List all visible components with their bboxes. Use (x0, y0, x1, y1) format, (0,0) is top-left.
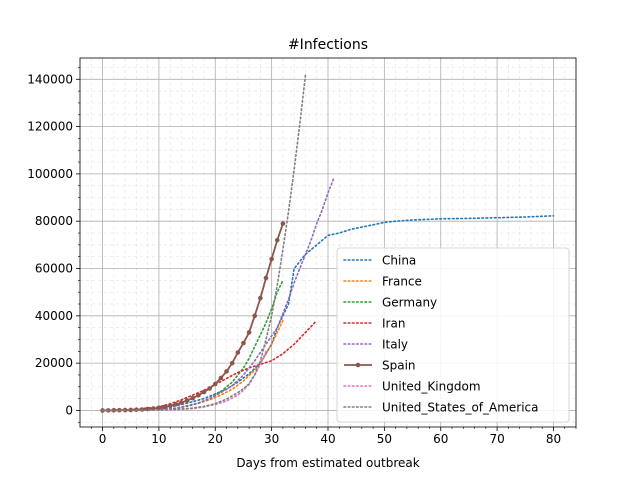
legend-label-united-states-of-america: United_States_of_America (382, 401, 539, 415)
y-tick-label: 0 (65, 403, 73, 417)
y-tick-label: 80000 (35, 214, 73, 228)
x-axis-label: Days from estimated outbreak (236, 456, 419, 470)
series-line-italy (101, 177, 335, 412)
series-point-spain (207, 386, 212, 391)
x-tick-label: 50 (377, 432, 392, 446)
series-point-spain (179, 400, 184, 405)
legend-label-spain: Spain (382, 359, 416, 373)
series-point-spain (280, 221, 286, 226)
y-tick-label: 40000 (35, 309, 73, 323)
series-point-spain (156, 405, 162, 411)
legend-marker-spain (355, 362, 361, 368)
legend-label-france: France (382, 275, 422, 289)
series-point-spain (263, 275, 269, 281)
series-point-spain (269, 256, 274, 262)
x-tick-label: 30 (264, 432, 279, 446)
y-tick-label: 100000 (27, 167, 73, 181)
series-point-spain (167, 403, 173, 409)
legend-label-germany: Germany (382, 296, 437, 310)
series-line-iran (101, 319, 318, 412)
series-point-spain (235, 350, 241, 355)
series-point-spain (218, 375, 224, 381)
series-point-spain (190, 395, 196, 401)
series-point-spain (252, 313, 258, 319)
x-tick-label: 70 (489, 432, 504, 446)
series-point-spain (246, 330, 252, 335)
x-tick-label: 60 (433, 432, 448, 446)
legend-label-iran: Iran (382, 317, 405, 331)
x-tick-label: 40 (320, 432, 335, 446)
legend-label-china: China (382, 254, 416, 268)
y-tick-label: 60000 (35, 262, 73, 276)
legend-label-italy: Italy (382, 338, 408, 352)
series-point-spain (212, 381, 218, 387)
x-tick-label: 10 (151, 432, 166, 446)
series-point-spain (201, 389, 207, 395)
series-point-spain (162, 404, 167, 410)
legend-box (336, 247, 570, 423)
x-tick-label: 0 (99, 432, 107, 446)
series-point-spain (274, 237, 280, 243)
series-point-spain (111, 408, 117, 413)
y-tick-label: 120000 (27, 120, 73, 134)
series-point-spain (173, 401, 179, 407)
x-tick-label: 80 (546, 432, 561, 446)
chart-title: #Infections (288, 37, 368, 53)
series-point-spain (241, 340, 246, 346)
y-tick-label: 140000 (27, 72, 73, 86)
series-point-spain (229, 360, 235, 366)
legend: China France Germany Iran Italy Spain United_K… (336, 247, 570, 423)
x-tick-label: 20 (208, 432, 223, 446)
series-point-spain (258, 295, 263, 301)
ticks: 0 10 20 30 40 50 60 70 80 0 20000 40000 60000 80000 10… (27, 67, 577, 446)
legend-label-united-kingdom: United_Kingdom (382, 380, 481, 394)
series-layer (100, 73, 555, 413)
y-tick-label: 20000 (35, 356, 73, 370)
series-point-spain (196, 393, 201, 398)
series-point-spain (184, 398, 190, 403)
series-point-spain (224, 369, 229, 374)
series-line-united-states-of-america (101, 73, 307, 412)
